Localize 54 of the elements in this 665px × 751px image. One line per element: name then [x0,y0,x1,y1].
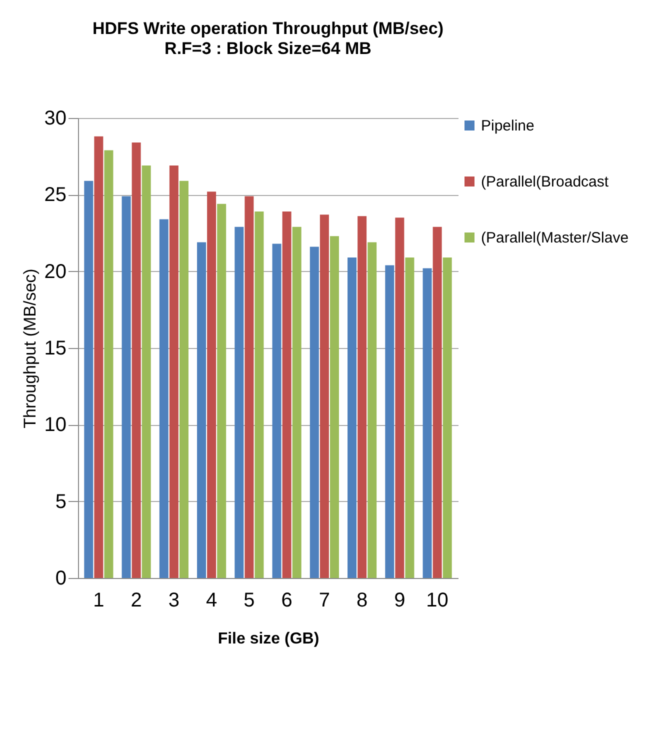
x-tick-label: 6 [281,590,292,612]
x-tick-label: 5 [244,590,255,612]
bar [358,216,367,578]
y-tick-label: 25 [44,184,66,206]
bar [432,226,442,578]
bar [254,212,264,578]
x-tick-label: 8 [356,590,368,612]
bar [368,242,377,578]
y-tick-label: 30 [44,108,66,130]
x-tick-label: 10 [426,590,448,612]
bar [244,196,254,578]
bar [292,226,302,578]
x-tick-label: 3 [168,590,180,612]
bar [405,258,414,578]
y-tick-label: 5 [55,490,66,513]
y-tick-label: 15 [44,338,66,360]
bar [132,142,141,578]
bar [395,218,404,578]
bar [282,212,292,578]
bar [122,196,131,578]
x-tick-label: 7 [318,590,330,612]
bar [94,136,104,578]
bar [207,192,216,578]
bar [330,236,339,578]
y-tick-label: 10 [44,414,66,436]
bar [197,242,206,578]
bar [159,219,168,578]
chart-title: HDFS Write operation Throughput (MB/sec) [92,19,444,38]
bar [272,244,282,578]
bar [84,180,94,578]
bar [422,268,432,578]
bar [348,258,357,578]
x-tick-label: 2 [130,590,142,612]
bar [320,214,329,578]
bar [385,265,394,578]
chart-subtitle: R.F=3 : Block Size=64 MB [164,39,372,58]
bar [179,180,188,578]
x-tick-label: 4 [206,590,218,612]
y-axis-title: Throughput (MB/sec) [20,268,40,428]
legend-label: (Parallel(Master/Slave [481,230,629,246]
legend-label: Pipeline [481,118,534,134]
x-tick-label: 1 [93,590,104,612]
bar [234,226,244,578]
x-tick-label: 9 [394,590,406,612]
y-tick-label: 0 [55,568,66,590]
x-axis-title: File size (GB) [218,630,320,648]
bar [217,204,226,578]
legend-label: (Parallel(Broadcast [481,174,610,190]
bar [310,246,319,578]
bar [142,166,151,578]
bar [169,166,178,578]
bar [104,150,114,578]
bar [442,258,452,578]
y-tick-label: 20 [44,260,66,283]
